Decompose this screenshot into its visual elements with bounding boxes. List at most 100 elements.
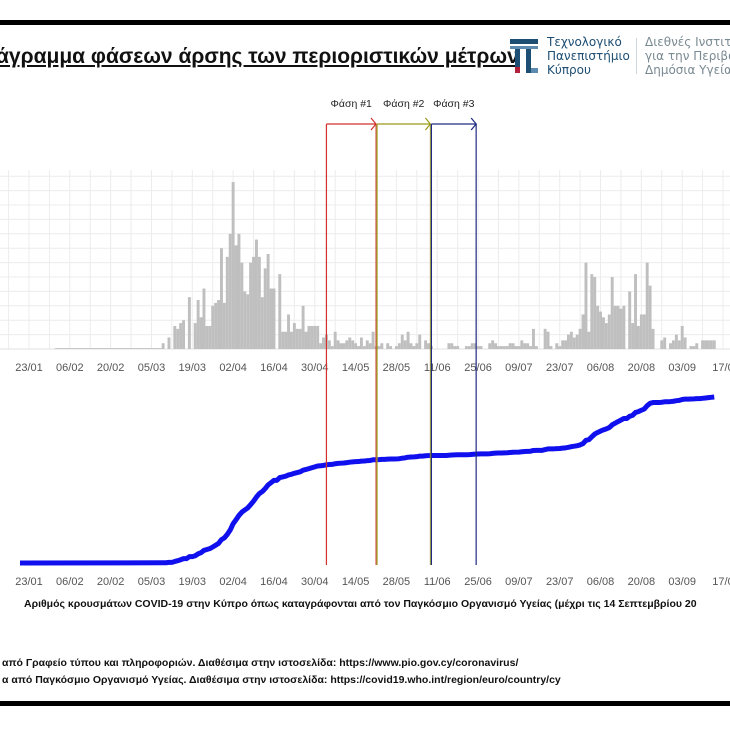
bar	[313, 325, 317, 349]
bar	[167, 337, 171, 349]
bar	[339, 343, 343, 349]
bar	[345, 340, 349, 349]
bar	[669, 343, 672, 349]
bar-x-tick-label: 16/04	[260, 362, 288, 374]
phase-arrowhead-icon	[470, 117, 477, 131]
bar	[567, 334, 570, 349]
bar-x-tick-label: 23/07	[546, 362, 574, 374]
line-x-tick-label: 14/05	[342, 576, 370, 588]
bar	[298, 328, 302, 349]
line-x-tick-label: 20/02	[97, 576, 125, 588]
source-1: από Γραφείο τύπου και πληροφοριών. Διαθέ…	[2, 657, 519, 669]
bar	[336, 340, 340, 349]
bar	[610, 277, 614, 349]
bar	[607, 314, 611, 349]
bar	[222, 302, 226, 349]
bar	[450, 343, 454, 349]
bar	[674, 334, 678, 349]
covid-charts: 123/0106/0220/0205/0319/0302/0416/0430/0…	[0, 98, 730, 588]
bar	[447, 343, 451, 349]
bar	[636, 325, 640, 349]
bar	[249, 262, 253, 349]
bar	[558, 346, 562, 349]
bar	[365, 340, 369, 349]
bar	[228, 233, 232, 349]
phase-label: Φάση #3	[433, 98, 475, 110]
bar	[269, 288, 273, 349]
bar	[587, 331, 591, 349]
phase-label: Φάση #2	[383, 98, 425, 110]
bar-x-tick-label: 09/07	[505, 362, 533, 374]
bar	[179, 323, 183, 349]
institute-text-line-2: για την Περιβαλ	[645, 49, 730, 63]
bar	[613, 305, 617, 349]
line-x-tick-label: 19/03	[179, 576, 207, 588]
bar	[572, 337, 576, 349]
bar	[526, 343, 530, 349]
bar	[330, 346, 334, 349]
bar	[380, 343, 384, 349]
bar	[604, 323, 608, 349]
bar	[470, 343, 474, 349]
bar	[196, 300, 200, 349]
bar	[701, 340, 705, 349]
bar-x-tick-label: 03/09	[668, 362, 696, 374]
bar	[648, 285, 652, 349]
bar	[211, 305, 215, 349]
bar	[677, 340, 681, 349]
bar	[260, 297, 264, 349]
logo-divider	[636, 38, 637, 74]
bar	[549, 346, 553, 349]
bar	[348, 337, 352, 349]
bar	[278, 274, 282, 349]
bar-x-tick-label: 17/0	[712, 362, 730, 374]
bar	[266, 253, 270, 349]
cumulative-cases-line	[19, 394, 715, 566]
bar	[555, 343, 559, 349]
bar	[616, 305, 620, 349]
bar	[304, 331, 308, 349]
phase-markers: Φάση #1 Φάση #2 Φάση #3	[325, 98, 477, 565]
bar	[173, 325, 177, 349]
bar-x-tick-label: 20/08	[628, 362, 656, 374]
bar	[412, 346, 416, 349]
bar	[619, 308, 623, 349]
bar	[237, 233, 241, 349]
bar	[272, 288, 276, 349]
bar	[319, 343, 323, 349]
bar	[327, 340, 331, 349]
line-x-tick-label: 30/04	[301, 576, 329, 588]
bar	[680, 325, 684, 349]
bar	[508, 343, 512, 349]
bar	[301, 305, 305, 349]
top-rule	[0, 20, 730, 25]
bar	[497, 346, 500, 349]
bar	[502, 346, 506, 349]
bar	[660, 340, 664, 349]
bar	[593, 277, 597, 349]
bar	[394, 346, 398, 349]
bar-x-tick-label: 28/05	[383, 362, 411, 374]
line-x-tick-label: 16/04	[260, 576, 288, 588]
bar	[651, 328, 655, 349]
bar	[161, 343, 165, 349]
bar	[590, 274, 594, 349]
bar	[663, 337, 667, 349]
bar	[689, 346, 693, 349]
bottom-rule	[0, 701, 730, 706]
bar	[263, 268, 267, 349]
line-chart	[19, 394, 715, 566]
bar-x-tick-label: 20/02	[97, 362, 125, 374]
bar	[453, 346, 457, 349]
bar	[316, 325, 320, 349]
line-x-tick-label: 06/02	[56, 576, 84, 588]
line-x-tick-label: 25/06	[464, 576, 492, 588]
bar	[467, 346, 471, 349]
bar	[645, 262, 649, 349]
bar	[254, 239, 258, 349]
bar	[534, 346, 538, 349]
bar	[529, 346, 533, 349]
bar	[403, 340, 407, 349]
institute-text-line-3: Δημόσια Υγεία	[645, 63, 730, 77]
bar-x-tick-label: 05/03	[138, 362, 166, 374]
